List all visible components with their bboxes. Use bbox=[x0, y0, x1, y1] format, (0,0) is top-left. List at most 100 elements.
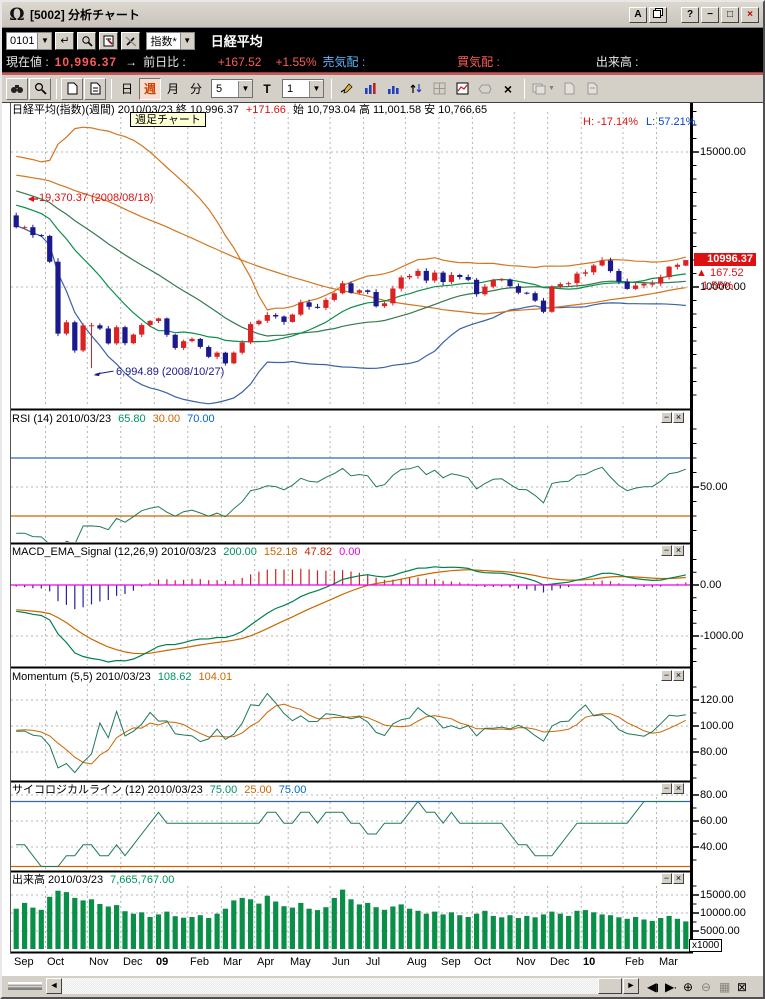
panel-minimize-button[interactable]: − bbox=[661, 873, 672, 884]
x-axis-month-label: Nov bbox=[89, 956, 109, 968]
panel-minimize-button[interactable]: − bbox=[661, 545, 672, 556]
edit-memo-button[interactable] bbox=[99, 31, 119, 50]
page-icon bbox=[90, 82, 100, 95]
zoom-out-button[interactable]: ⊖ bbox=[694, 977, 711, 994]
new-page-button[interactable] bbox=[61, 77, 83, 100]
x-axis-month-label: Feb bbox=[625, 956, 644, 968]
axis-label: 0.00 bbox=[700, 579, 722, 591]
delete-all-button[interactable]: × bbox=[497, 77, 519, 100]
header-segment: 0.00 bbox=[339, 546, 361, 558]
load-page-button[interactable] bbox=[581, 77, 604, 100]
chevron-down-icon[interactable]: ▼ bbox=[309, 80, 323, 97]
expand-bars-button[interactable]: ◀▶ bbox=[640, 977, 665, 994]
price-tag-change-value: 167.52 bbox=[709, 267, 744, 279]
draw-off-button[interactable] bbox=[121, 31, 141, 50]
page-icon bbox=[564, 82, 575, 95]
x-icon: × bbox=[503, 80, 513, 97]
copy-window-icon bbox=[532, 83, 546, 94]
change-percent: +1.55% bbox=[275, 54, 317, 69]
minimize-button[interactable]: − bbox=[701, 6, 719, 23]
copy-window-button[interactable] bbox=[649, 6, 667, 23]
bid-label: 買気配 : bbox=[457, 55, 500, 69]
bar-chart-blue-icon bbox=[364, 83, 376, 94]
period-week-button[interactable]: 週 bbox=[139, 77, 161, 100]
chart-canvas[interactable] bbox=[2, 103, 763, 975]
panel-close-button[interactable]: × bbox=[673, 545, 684, 556]
panel-minimize-button[interactable]: − bbox=[661, 783, 672, 794]
current-price-label: 現在値 : bbox=[6, 55, 49, 69]
indicator-setup-button[interactable] bbox=[359, 77, 381, 100]
minute-interval-combobox[interactable]: 5 ▼ bbox=[211, 79, 253, 98]
price-tag-percent: 1.55% bbox=[702, 280, 734, 292]
main-chart-header: 日経平均(指数)(週間) 2010/03/23 終 10,996.37 +171.… bbox=[12, 104, 494, 116]
tick-interval-value: 1 bbox=[287, 82, 294, 95]
close-panel-button[interactable]: ⊠ bbox=[730, 977, 747, 994]
chevron-down-icon[interactable]: ▼ bbox=[238, 80, 252, 97]
search-icon bbox=[82, 35, 93, 47]
x-axis-month-label: May bbox=[290, 956, 311, 968]
up-arrow-icon: ▲ bbox=[696, 267, 707, 279]
trendline-tool-button[interactable] bbox=[336, 77, 358, 100]
zoom-icon-group: ◀▶ ▶◀ ⊕ ⊖ ▦ ⊠ bbox=[639, 977, 747, 994]
zoom-search-button[interactable] bbox=[29, 77, 51, 100]
zoom-in-button[interactable]: ⊕ bbox=[676, 977, 693, 994]
panel-close-button[interactable]: × bbox=[673, 412, 684, 423]
instrument-name: 日経平均 bbox=[210, 34, 263, 49]
binoculars-icon bbox=[11, 84, 23, 93]
tick-button[interactable]: T bbox=[256, 77, 278, 100]
period-minute-button[interactable]: 分 bbox=[185, 77, 207, 100]
tick-interval-combobox[interactable]: 1 ▼ bbox=[282, 79, 324, 98]
scrollbar-track[interactable] bbox=[62, 977, 622, 994]
resize-grip[interactable] bbox=[8, 981, 42, 990]
panel-close-button[interactable]: × bbox=[673, 783, 684, 794]
x-axis-month-label: Jun bbox=[332, 956, 350, 968]
chart-region[interactable]: 日経平均(指数)(週間) 2010/03/23 終 10,996.37 +171.… bbox=[2, 103, 763, 975]
enter-button[interactable]: ↵ bbox=[55, 31, 75, 50]
header-segment: 70.00 bbox=[187, 413, 215, 425]
eraser-icon bbox=[478, 84, 492, 94]
panel-close-button[interactable]: × bbox=[673, 670, 684, 681]
annotation-a-button[interactable]: A bbox=[629, 6, 647, 23]
macd-histogram bbox=[15, 568, 687, 610]
maximize-button[interactable]: □ bbox=[721, 6, 739, 23]
period-day-button[interactable]: 日 bbox=[116, 77, 138, 100]
header-segment: +171.66 bbox=[245, 104, 286, 116]
arrow-icon: → bbox=[125, 54, 138, 69]
category-combobox[interactable]: 指数* ▼ bbox=[146, 31, 195, 50]
panel-minimize-button[interactable]: − bbox=[661, 670, 672, 681]
price-row: 現在値 : 10,996.37 → 前日比 : +167.52 +1.55% 売… bbox=[6, 51, 759, 72]
x-axis-month-label: 09 bbox=[156, 956, 169, 968]
window-copy-button[interactable]: ▼ bbox=[529, 77, 558, 100]
save-page-button[interactable] bbox=[558, 77, 581, 100]
grid-button[interactable]: ▦ bbox=[712, 977, 730, 994]
panel-close-button[interactable]: × bbox=[673, 873, 684, 884]
axis-label: 15000.00 bbox=[700, 889, 746, 901]
scroll-left-button[interactable]: ◄ bbox=[46, 977, 62, 994]
chart-wizard-button[interactable] bbox=[451, 77, 473, 100]
axis-label: 5000.00 bbox=[700, 925, 740, 937]
title-bar[interactable]: Ω [5002] 分析チャート A ? − □ × bbox=[2, 2, 763, 28]
header-segment: MACD_EMA_Signal (12,26,9) 2010/03/23 bbox=[12, 546, 217, 558]
ask-label: 売気配 : bbox=[322, 55, 366, 69]
sub-chart-button[interactable] bbox=[382, 77, 404, 100]
chevron-down-icon[interactable]: ▼ bbox=[179, 32, 194, 49]
scrollbar-thumb[interactable] bbox=[598, 977, 622, 994]
axis-label: 60.00 bbox=[700, 815, 728, 827]
period-month-button[interactable]: 月 bbox=[162, 77, 184, 100]
chevron-down-icon[interactable]: ▼ bbox=[37, 32, 52, 49]
page-copy-button[interactable] bbox=[84, 77, 106, 100]
header-segment: 出来高 2010/03/23 bbox=[12, 874, 104, 886]
eraser-button[interactable] bbox=[474, 77, 496, 100]
compare-button[interactable] bbox=[6, 77, 28, 100]
symbol-code-combobox[interactable]: 0101 ▼ bbox=[6, 31, 53, 50]
search-button[interactable] bbox=[77, 31, 97, 50]
grid-layout-button[interactable] bbox=[428, 77, 450, 100]
help-button[interactable]: ? bbox=[681, 6, 699, 23]
scroll-right-button[interactable]: ► bbox=[623, 977, 639, 994]
panel-minimize-button[interactable]: − bbox=[661, 412, 672, 423]
close-button[interactable]: × bbox=[741, 6, 759, 23]
shrink-bars-button[interactable]: ▶◀ bbox=[658, 977, 683, 994]
change-value: +167.52 bbox=[217, 54, 262, 69]
sort-updown-button[interactable] bbox=[405, 77, 427, 100]
